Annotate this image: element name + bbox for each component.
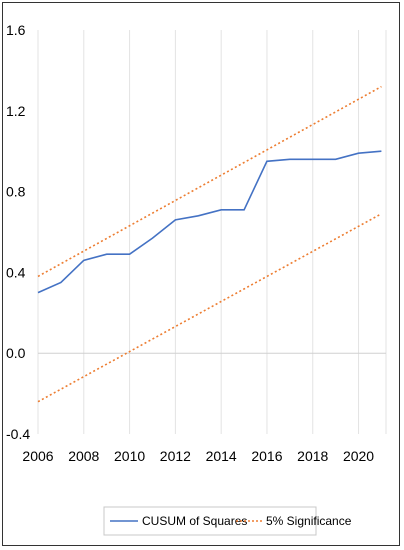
series-line-lower-significance bbox=[37, 213, 382, 403]
legend-label-cusum: CUSUM of Squares bbox=[142, 514, 247, 528]
x-tick-label: 2018 bbox=[297, 448, 328, 464]
x-tick-label: 2016 bbox=[251, 448, 282, 464]
x-tick-label: 2020 bbox=[343, 448, 374, 464]
y-tick-label: 0.0 bbox=[6, 345, 26, 361]
y-tick-label: 0.4 bbox=[6, 264, 26, 280]
y-tick-label: -0.4 bbox=[6, 426, 30, 442]
series-lines bbox=[37, 85, 382, 403]
y-tick-label: 1.2 bbox=[6, 103, 26, 119]
x-tick-label: 2010 bbox=[114, 448, 145, 464]
legend-box bbox=[103, 506, 317, 536]
series-line-cusum bbox=[37, 150, 382, 294]
legend: CUSUM of Squares 5% Significance bbox=[103, 506, 352, 536]
y-tick-label: 0.8 bbox=[6, 184, 26, 200]
x-tick-label: 2008 bbox=[68, 448, 99, 464]
vertical-gridlines bbox=[37, 30, 387, 434]
x-tick-label: 2012 bbox=[160, 448, 191, 464]
series-line-upper-significance bbox=[37, 85, 382, 278]
chart-frame bbox=[2, 2, 400, 546]
legend-label-significance: 5% Significance bbox=[266, 514, 352, 528]
y-axis-tick-labels: 1.6 1.2 0.8 0.4 0.0 -0.4 bbox=[6, 22, 30, 442]
x-axis-tick-labels: 2006 2008 2010 2012 2014 2016 2018 2020 bbox=[22, 448, 374, 464]
y-tick-label: 1.6 bbox=[6, 22, 26, 38]
x-tick-label: 2014 bbox=[206, 448, 237, 464]
x-tick-label: 2006 bbox=[22, 448, 53, 464]
